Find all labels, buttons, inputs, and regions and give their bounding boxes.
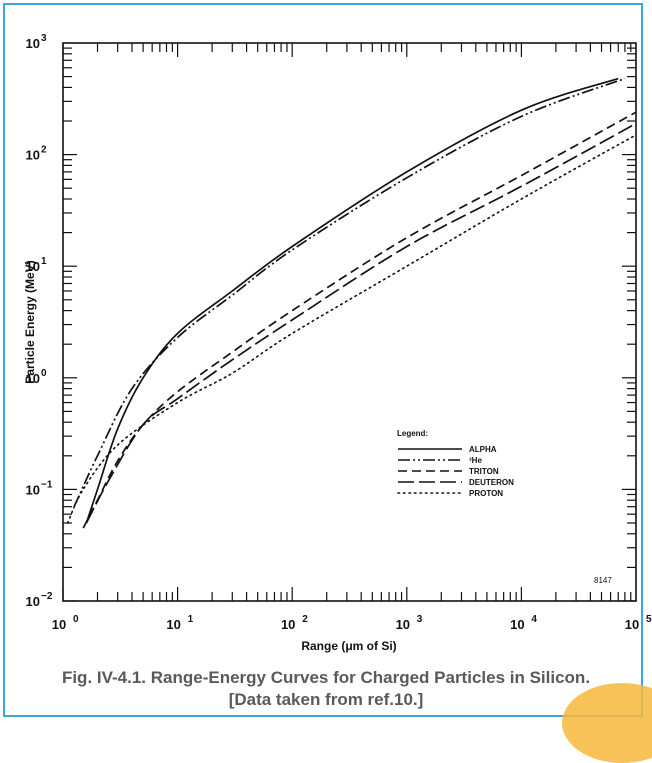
y-tick-label: 10: [26, 36, 40, 51]
x-tick-label: 10: [52, 617, 66, 632]
series-layer: [66, 77, 637, 529]
y-tick-label-exp: −2: [41, 591, 53, 602]
figure-frame: [3, 3, 643, 717]
legend-label-0: ALPHA: [469, 445, 497, 454]
series-line-2: [82, 111, 637, 529]
x-tick-label: 10: [625, 617, 639, 632]
x-tick-label: 10: [166, 617, 180, 632]
y-tick-label: 10: [26, 371, 40, 386]
legend-entries: ALPHA ³He TRITON DEUTERON PROTON: [397, 445, 514, 498]
y-tick-label-exp: 0: [41, 368, 47, 379]
x-tick-label-exp: 1: [188, 614, 194, 625]
legend-label-1: ³He: [469, 456, 482, 465]
legend: Legend: ALPHA ³He TRITON DEUTERON PROTON: [397, 429, 514, 498]
x-tick-label-exp: 3: [417, 614, 423, 625]
y-tick-label: 10: [26, 594, 40, 609]
figure-caption-line1: Fig. IV-4.1. Range-Energy Curves for Cha…: [61, 668, 591, 687]
legend-label-4: PROTON: [469, 489, 503, 498]
y-tick-label: 10: [26, 482, 40, 497]
x-tick-label-exp: 5: [646, 614, 652, 625]
x-axis-label: Range (μm of Si): [301, 639, 396, 653]
y-tick-label-exp: 3: [41, 33, 47, 44]
legend-label-3: DEUTERON: [469, 478, 514, 487]
series-line-4: [66, 134, 637, 524]
legend-title: Legend:: [397, 429, 428, 438]
plot-area-border: [62, 42, 637, 602]
x-tick-label-exp: 2: [302, 614, 308, 625]
y-tick-label: 10: [26, 148, 40, 163]
figure-number-annotation: 8147: [594, 576, 612, 585]
legend-label-2: TRITON: [469, 467, 499, 476]
y-tick-label-exp: 1: [41, 256, 47, 267]
y-tick-label-exp: 2: [41, 145, 47, 156]
x-tick-label: 10: [396, 617, 410, 632]
y-axis-label: Particle Energy (MeV): [23, 260, 37, 383]
x-tick-label-exp: 4: [531, 614, 537, 625]
y-tick-label-exp: −1: [41, 479, 53, 490]
y-tick-label: 10: [26, 259, 40, 274]
series-line-1: [73, 77, 626, 508]
series-line-3: [85, 122, 637, 524]
x-tick-label-exp: 0: [73, 614, 79, 625]
series-line-0: [85, 77, 619, 524]
x-tick-label: 10: [281, 617, 295, 632]
figure-caption-line2: [Data taken from ref.10.]: [228, 690, 424, 709]
x-tick-label: 10: [510, 617, 524, 632]
